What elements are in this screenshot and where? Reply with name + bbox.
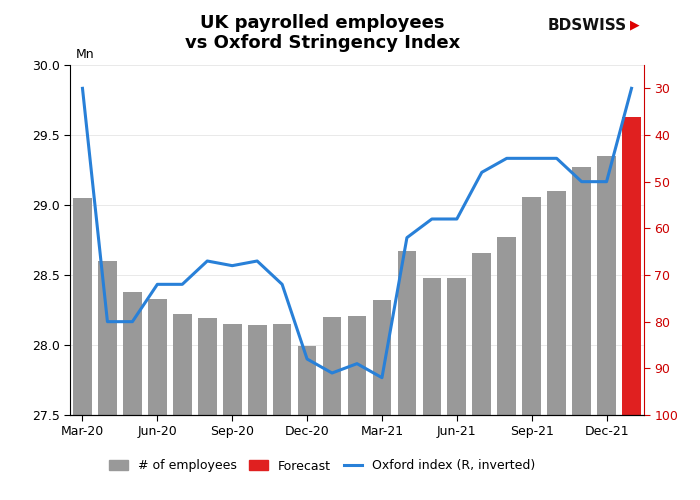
Legend: # of employees, Forecast, Oxford index (R, inverted): # of employees, Forecast, Oxford index (… [103,453,542,479]
Bar [473,252,491,500]
Bar [148,299,167,500]
Bar [123,292,141,500]
Bar [273,324,291,500]
Bar [498,237,516,500]
Bar [447,278,466,500]
Bar [173,314,192,500]
Bar [522,196,541,500]
Bar [73,198,92,500]
Bar [597,156,616,500]
Bar [98,261,117,500]
Bar [423,278,441,500]
Bar [298,346,316,500]
Text: ▶: ▶ [630,18,640,32]
Text: Mn: Mn [76,48,94,62]
Bar [248,326,267,500]
Bar [398,251,416,500]
Bar [348,316,366,500]
Bar [223,324,241,500]
Bar [573,167,591,500]
Title: UK payrolled employees
vs Oxford Stringency Index: UK payrolled employees vs Oxford Stringe… [185,14,460,52]
Text: BDSWISS: BDSWISS [547,18,626,32]
Bar [198,318,216,500]
Bar [372,300,391,500]
Bar [622,117,641,500]
Bar [323,317,342,500]
Bar [547,191,566,500]
